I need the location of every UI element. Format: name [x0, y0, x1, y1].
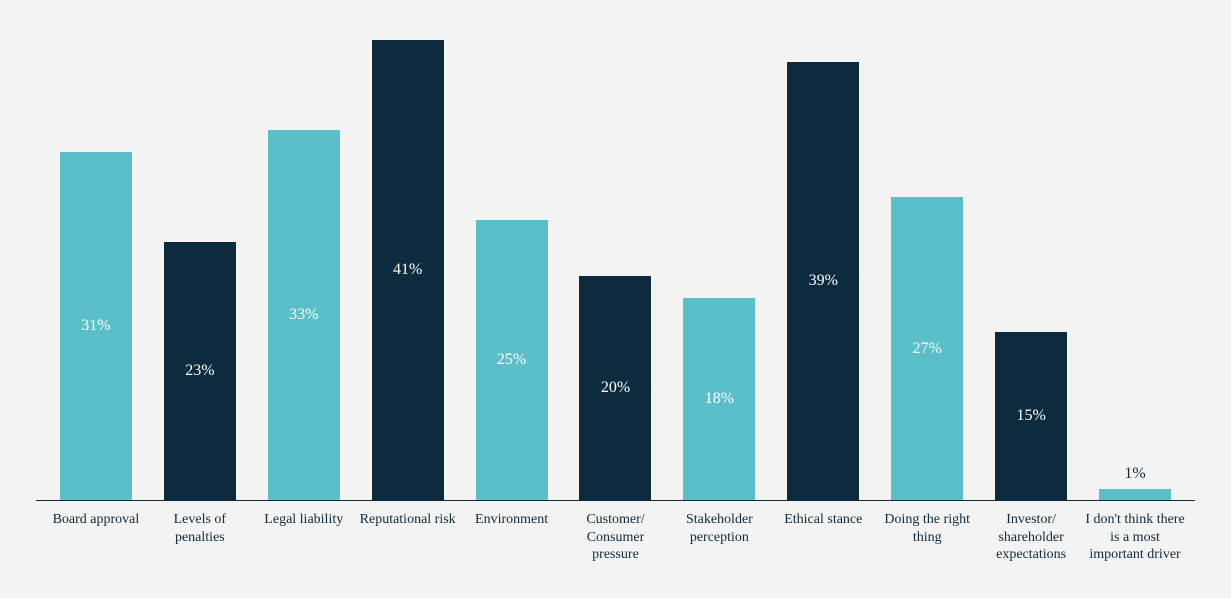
bar-value-label: 31% [60, 317, 132, 335]
bar-slot: 39% [771, 40, 875, 500]
x-axis-label: Legal liability [252, 511, 356, 564]
bar-value-label: 39% [787, 272, 859, 290]
x-axis-label: Customer/ Consumer pressure [564, 511, 668, 564]
x-axis-labels: Board approvalLevels of penaltiesLegal l… [36, 501, 1195, 564]
x-axis-label: Investor/ shareholder expectations [979, 511, 1083, 564]
x-axis-label: Doing the right thing [875, 511, 979, 564]
bar-value-label: 27% [891, 340, 963, 358]
bar-slot: 27% [875, 40, 979, 500]
bar-value-label: 15% [995, 407, 1067, 425]
x-axis-label: Ethical stance [771, 511, 875, 564]
x-axis-label: Reputational risk [356, 511, 460, 564]
bar: 25% [476, 220, 548, 500]
bar: 27% [891, 197, 963, 500]
bar-slot: 41% [356, 40, 460, 500]
bar: 41% [372, 40, 444, 500]
x-axis-label: Stakeholder perception [667, 511, 771, 564]
x-axis-label: Board approval [44, 511, 148, 564]
bar-value-label: 41% [372, 261, 444, 279]
bar-slot: 23% [148, 40, 252, 500]
bar-slot: 31% [44, 40, 148, 500]
bar-slot: 1% [1083, 40, 1187, 500]
bar-value-label: 20% [579, 379, 651, 397]
bar-slot: 15% [979, 40, 1083, 500]
bar-value-label: 33% [268, 306, 340, 324]
bar-value-label: 18% [683, 390, 755, 408]
bar: 39% [787, 62, 859, 500]
x-axis-label: Environment [460, 511, 564, 564]
bar: 31% [60, 152, 132, 500]
bars-container: 31% 23% 33% 41% 25% 20% 18% 39% 27% 15% 1% [36, 40, 1195, 500]
bar-chart: 31% 23% 33% 41% 25% 20% 18% 39% 27% 15% 1% Board a… [0, 0, 1231, 598]
bar: 15% [995, 332, 1067, 500]
bar-value-label: 1% [1099, 465, 1171, 483]
x-axis-label: I don't think there is a most important … [1083, 511, 1187, 564]
x-axis-label: Levels of penalties [148, 511, 252, 564]
bar-value-label: 25% [476, 351, 548, 369]
bar-value-label: 23% [164, 362, 236, 380]
bar: 1% [1099, 489, 1171, 500]
plot-area: 31% 23% 33% 41% 25% 20% 18% 39% 27% 15% 1% [36, 40, 1195, 501]
bar-slot: 20% [564, 40, 668, 500]
bar: 20% [579, 276, 651, 500]
bar-slot: 25% [460, 40, 564, 500]
bar-slot: 33% [252, 40, 356, 500]
bar: 18% [683, 298, 755, 500]
bar: 23% [164, 242, 236, 500]
bar: 33% [268, 130, 340, 500]
bar-slot: 18% [667, 40, 771, 500]
